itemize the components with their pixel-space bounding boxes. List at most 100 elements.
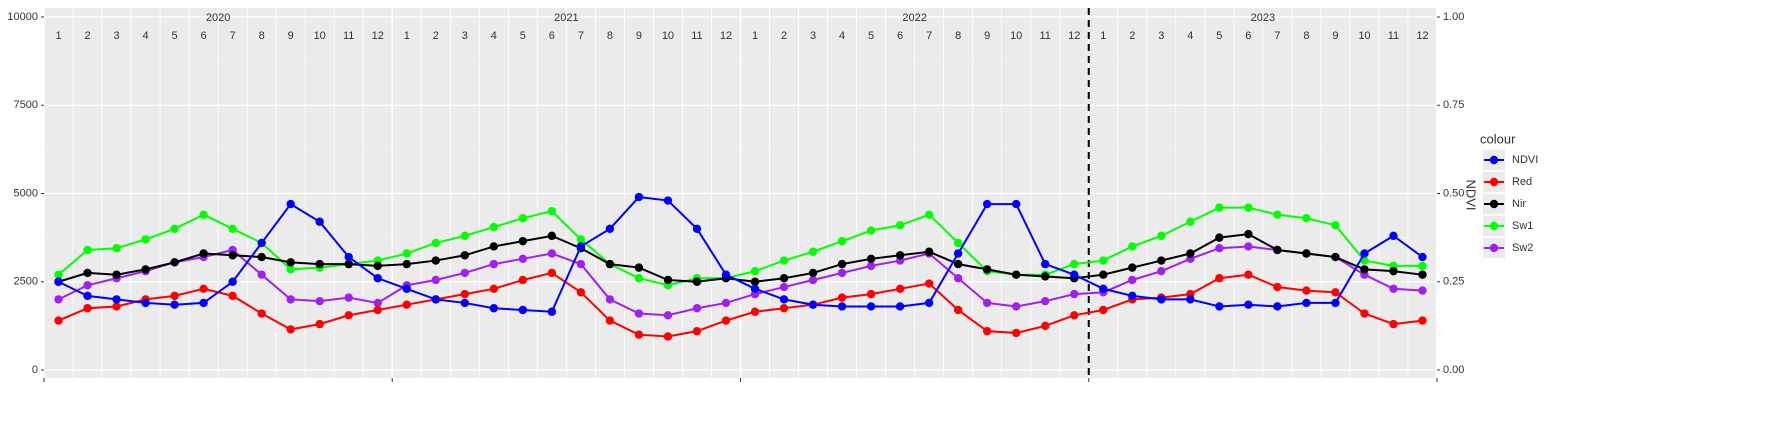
month-label: 3 (462, 30, 468, 42)
data-point (982, 265, 992, 274)
data-point (1418, 252, 1427, 262)
month-label: 8 (955, 30, 961, 42)
data-point (431, 275, 440, 285)
data-point (547, 307, 557, 316)
data-point (605, 259, 615, 269)
month-label: 1 (55, 30, 61, 42)
data-point (373, 274, 382, 283)
year-label: 2021 (554, 12, 578, 24)
data-point (228, 251, 237, 260)
data-point (953, 305, 963, 315)
y2-axis-title: NDVI (1464, 179, 1479, 210)
month-label: 10 (1358, 30, 1370, 42)
data-point (141, 265, 150, 274)
data-point (663, 332, 673, 341)
data-point (576, 288, 586, 297)
month-label: 2 (433, 30, 439, 42)
month-label: 3 (113, 30, 119, 42)
year-label: 2020 (206, 12, 230, 24)
data-point (634, 309, 644, 318)
month-label: 11 (1040, 30, 1051, 42)
month-label: 12 (1416, 30, 1428, 42)
month-label: 11 (1388, 30, 1399, 42)
month-label: 2 (781, 30, 787, 42)
month-label: 12 (372, 30, 384, 42)
data-point (1186, 217, 1195, 226)
data-point (286, 265, 295, 274)
month-label: 5 (172, 30, 178, 42)
data-point (1215, 274, 1224, 283)
data-point (576, 259, 586, 269)
data-point (228, 277, 237, 286)
y2-tick-label: 0.00 (1443, 364, 1464, 376)
data-point (199, 249, 208, 258)
legend-label: Sw2 (1512, 242, 1533, 254)
data-point (1099, 270, 1108, 279)
data-point (54, 277, 63, 286)
month-label: 8 (259, 30, 265, 42)
legend-dot (1489, 155, 1499, 165)
month-label: 3 (1158, 30, 1164, 42)
month-label: 4 (143, 30, 149, 42)
data-point (924, 210, 934, 219)
data-point (779, 274, 789, 283)
y-tick-label: 0 (32, 364, 38, 376)
data-point (1418, 316, 1427, 325)
data-point (54, 295, 63, 304)
data-point (460, 251, 470, 260)
data-point (1331, 288, 1340, 297)
data-point (1244, 270, 1253, 279)
month-label: 5 (1216, 30, 1222, 42)
data-point (460, 231, 470, 241)
y2-tick-label: 0.50 (1443, 187, 1464, 199)
month-label: 6 (201, 30, 207, 42)
data-point (1302, 298, 1311, 308)
data-point (750, 284, 760, 294)
data-point (228, 224, 237, 233)
data-point (141, 235, 150, 244)
data-point (112, 270, 121, 279)
data-point (1244, 300, 1253, 309)
data-point (344, 293, 353, 302)
data-point (373, 298, 382, 308)
data-point (1244, 229, 1253, 239)
month-label: 10 (662, 30, 674, 42)
data-point (1070, 259, 1079, 269)
month-label: 3 (810, 30, 816, 42)
month-label: 9 (984, 30, 990, 42)
data-point (1070, 289, 1079, 299)
data-point (1011, 302, 1021, 311)
data-point (721, 270, 731, 279)
data-point (315, 217, 324, 226)
data-point (54, 316, 63, 325)
data-point (866, 289, 876, 299)
month-label: 5 (868, 30, 874, 42)
data-point (489, 242, 499, 251)
data-point (1128, 263, 1137, 272)
month-label: 9 (636, 30, 642, 42)
data-point (83, 291, 92, 301)
data-point (286, 199, 295, 209)
data-point (112, 244, 121, 253)
data-point (402, 284, 411, 294)
month-label: 1 (752, 30, 758, 42)
data-point (141, 298, 150, 308)
data-point (1215, 203, 1224, 212)
data-point (1041, 296, 1050, 306)
data-point (837, 293, 847, 302)
data-point (663, 311, 673, 320)
data-point (1273, 282, 1282, 292)
legend-dot (1489, 199, 1499, 209)
data-point (1157, 295, 1166, 304)
data-point (83, 245, 92, 255)
data-point (460, 289, 470, 299)
data-point (1215, 244, 1224, 253)
month-label: 6 (549, 30, 555, 42)
month-label: 5 (520, 30, 526, 42)
data-point (315, 319, 324, 329)
data-point (112, 295, 121, 304)
data-point (315, 296, 324, 306)
data-point (1186, 249, 1195, 258)
month-label: 11 (691, 30, 702, 42)
data-point (402, 249, 411, 258)
